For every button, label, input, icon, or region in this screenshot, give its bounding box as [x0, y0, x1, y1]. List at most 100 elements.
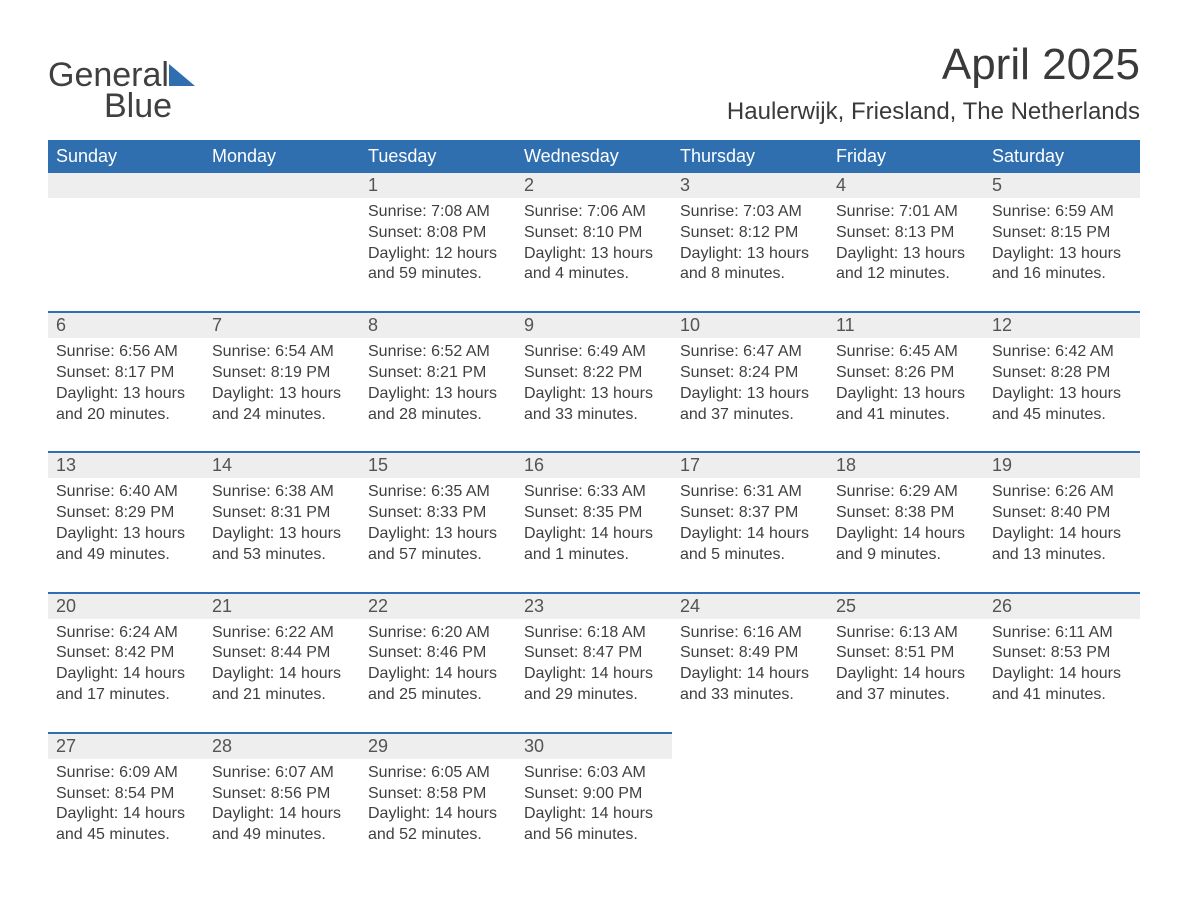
- day-info: Sunrise: 6:33 AMSunset: 8:35 PMDaylight:…: [524, 482, 664, 565]
- day-info: Sunrise: 6:45 AMSunset: 8:26 PMDaylight:…: [836, 342, 976, 425]
- calendar-cell: 22 Sunrise: 6:20 AMSunset: 8:46 PMDayligh…: [360, 592, 516, 732]
- calendar-cell: 9 Sunrise: 6:49 AMSunset: 8:22 PMDaylight…: [516, 311, 672, 451]
- day-number: 12: [984, 311, 1140, 338]
- calendar-body: 1 Sunrise: 7:08 AMSunset: 8:08 PMDaylight…: [48, 173, 1140, 872]
- weekday-header: Thursday: [672, 140, 828, 173]
- calendar-cell: 26 Sunrise: 6:11 AMSunset: 8:53 PMDayligh…: [984, 592, 1140, 732]
- day-info: Sunrise: 6:09 AMSunset: 8:54 PMDaylight:…: [56, 763, 196, 846]
- day-info: Sunrise: 6:52 AMSunset: 8:21 PMDaylight:…: [368, 342, 508, 425]
- weekday-header-row: SundayMondayTuesdayWednesdayThursdayFrid…: [48, 140, 1140, 173]
- calendar-cell: 16 Sunrise: 6:33 AMSunset: 8:35 PMDayligh…: [516, 451, 672, 591]
- page-title: April 2025: [727, 40, 1140, 90]
- calendar-table: SundayMondayTuesdayWednesdayThursdayFrid…: [48, 140, 1140, 872]
- calendar-cell: 17 Sunrise: 6:31 AMSunset: 8:37 PMDayligh…: [672, 451, 828, 591]
- day-info: Sunrise: 6:11 AMSunset: 8:53 PMDaylight:…: [992, 623, 1132, 706]
- calendar-cell: 11Sunrise: 6:45 AMSunset: 8:26 PMDayligh…: [828, 311, 984, 451]
- calendar-cell: 7 Sunrise: 6:54 AMSunset: 8:19 PMDaylight…: [204, 311, 360, 451]
- day-number: 2: [516, 173, 672, 198]
- day-number: 9: [516, 311, 672, 338]
- calendar-cell: [672, 732, 828, 872]
- calendar-cell: 21Sunrise: 6:22 AMSunset: 8:44 PMDayligh…: [204, 592, 360, 732]
- calendar-cell: [828, 732, 984, 872]
- calendar-cell: 4Sunrise: 7:01 AMSunset: 8:13 PMDaylight…: [828, 173, 984, 311]
- day-info: Sunrise: 6:49 AMSunset: 8:22 PMDaylight:…: [524, 342, 664, 425]
- calendar-week-row: 1 Sunrise: 7:08 AMSunset: 8:08 PMDaylight…: [48, 173, 1140, 311]
- weekday-header: Friday: [828, 140, 984, 173]
- calendar-cell: 29 Sunrise: 6:05 AMSunset: 8:58 PMDayligh…: [360, 732, 516, 872]
- calendar-cell: 24Sunrise: 6:16 AMSunset: 8:49 PMDayligh…: [672, 592, 828, 732]
- day-info: Sunrise: 6:40 AMSunset: 8:29 PMDaylight:…: [56, 482, 196, 565]
- calendar-cell: 20Sunrise: 6:24 AMSunset: 8:42 PMDayligh…: [48, 592, 204, 732]
- day-number: 8: [360, 311, 516, 338]
- calendar-cell: 30 Sunrise: 6:03 AMSunset: 9:00 PMDayligh…: [516, 732, 672, 872]
- calendar-cell: 27Sunrise: 6:09 AMSunset: 8:54 PMDayligh…: [48, 732, 204, 872]
- day-info: Sunrise: 6:18 AMSunset: 8:47 PMDaylight:…: [524, 623, 664, 706]
- day-number: 26: [984, 592, 1140, 619]
- logo: General Blue: [48, 40, 195, 122]
- day-info: Sunrise: 6:26 AMSunset: 8:40 PMDaylight:…: [992, 482, 1132, 565]
- day-number: 1: [360, 173, 516, 198]
- calendar-week-row: 6Sunrise: 6:56 AMSunset: 8:17 PMDaylight…: [48, 311, 1140, 451]
- calendar-cell: 13Sunrise: 6:40 AMSunset: 8:29 PMDayligh…: [48, 451, 204, 591]
- calendar-cell: 5Sunrise: 6:59 AMSunset: 8:15 PMDaylight…: [984, 173, 1140, 311]
- calendar-week-row: 20Sunrise: 6:24 AMSunset: 8:42 PMDayligh…: [48, 592, 1140, 732]
- calendar-cell: [984, 732, 1140, 872]
- day-number: 22: [360, 592, 516, 619]
- day-number: 10: [672, 311, 828, 338]
- calendar-cell: 2 Sunrise: 7:06 AMSunset: 8:10 PMDaylight…: [516, 173, 672, 311]
- day-number: 16: [516, 451, 672, 478]
- day-info: Sunrise: 6:20 AMSunset: 8:46 PMDaylight:…: [368, 623, 508, 706]
- calendar-cell: 12Sunrise: 6:42 AMSunset: 8:28 PMDayligh…: [984, 311, 1140, 451]
- calendar-cell: 23Sunrise: 6:18 AMSunset: 8:47 PMDayligh…: [516, 592, 672, 732]
- day-number: 19: [984, 451, 1140, 478]
- day-number: 30: [516, 732, 672, 759]
- calendar-cell: 6Sunrise: 6:56 AMSunset: 8:17 PMDaylight…: [48, 311, 204, 451]
- calendar-cell: 10 Sunrise: 6:47 AMSunset: 8:24 PMDayligh…: [672, 311, 828, 451]
- day-number: 4: [828, 173, 984, 198]
- day-info: Sunrise: 6:29 AMSunset: 8:38 PMDaylight:…: [836, 482, 976, 565]
- day-info: Sunrise: 6:38 AMSunset: 8:31 PMDaylight:…: [212, 482, 352, 565]
- title-block: April 2025 Haulerwijk, Friesland, The Ne…: [727, 40, 1140, 126]
- calendar-cell: 15Sunrise: 6:35 AMSunset: 8:33 PMDayligh…: [360, 451, 516, 591]
- calendar-cell: [204, 173, 360, 311]
- logo-triangle-icon: [169, 64, 195, 86]
- weekday-header: Saturday: [984, 140, 1140, 173]
- calendar-cell: 14Sunrise: 6:38 AMSunset: 8:31 PMDayligh…: [204, 451, 360, 591]
- weekday-header: Monday: [204, 140, 360, 173]
- day-info: Sunrise: 7:08 AMSunset: 8:08 PMDaylight:…: [368, 202, 508, 285]
- day-number: 18: [828, 451, 984, 478]
- calendar-cell: [48, 173, 204, 311]
- logo-word-blue: Blue: [48, 87, 172, 125]
- calendar-cell: 28 Sunrise: 6:07 AMSunset: 8:56 PMDayligh…: [204, 732, 360, 872]
- calendar-cell: 19 Sunrise: 6:26 AMSunset: 8:40 PMDayligh…: [984, 451, 1140, 591]
- calendar-cell: 3Sunrise: 7:03 AMSunset: 8:12 PMDaylight…: [672, 173, 828, 311]
- day-info: Sunrise: 6:13 AMSunset: 8:51 PMDaylight:…: [836, 623, 976, 706]
- day-info: Sunrise: 7:03 AMSunset: 8:12 PMDaylight:…: [680, 202, 820, 285]
- day-info: Sunrise: 6:24 AMSunset: 8:42 PMDaylight:…: [56, 623, 196, 706]
- day-number: 24: [672, 592, 828, 619]
- calendar-week-row: 13Sunrise: 6:40 AMSunset: 8:29 PMDayligh…: [48, 451, 1140, 591]
- header: General Blue April 2025 Haulerwijk, Frie…: [48, 40, 1140, 126]
- day-number: 29: [360, 732, 516, 759]
- day-info: Sunrise: 6:35 AMSunset: 8:33 PMDaylight:…: [368, 482, 508, 565]
- day-info: Sunrise: 6:05 AMSunset: 8:58 PMDaylight:…: [368, 763, 508, 846]
- calendar-week-row: 27Sunrise: 6:09 AMSunset: 8:54 PMDayligh…: [48, 732, 1140, 872]
- weekday-header: Wednesday: [516, 140, 672, 173]
- day-info: Sunrise: 6:31 AMSunset: 8:37 PMDaylight:…: [680, 482, 820, 565]
- day-number: 7: [204, 311, 360, 338]
- calendar-cell: 25 Sunrise: 6:13 AMSunset: 8:51 PMDayligh…: [828, 592, 984, 732]
- logo-text: General Blue: [48, 60, 195, 122]
- day-number: 17: [672, 451, 828, 478]
- day-info: Sunrise: 6:59 AMSunset: 8:15 PMDaylight:…: [992, 202, 1132, 285]
- day-info: Sunrise: 6:03 AMSunset: 9:00 PMDaylight:…: [524, 763, 664, 846]
- day-info: Sunrise: 6:07 AMSunset: 8:56 PMDaylight:…: [212, 763, 352, 846]
- day-number: 6: [48, 311, 204, 338]
- day-number-empty: [48, 173, 204, 198]
- calendar-cell: 8 Sunrise: 6:52 AMSunset: 8:21 PMDaylight…: [360, 311, 516, 451]
- day-info: Sunrise: 6:47 AMSunset: 8:24 PMDaylight:…: [680, 342, 820, 425]
- day-number: 25: [828, 592, 984, 619]
- day-number: 28: [204, 732, 360, 759]
- weekday-header: Sunday: [48, 140, 204, 173]
- day-info: Sunrise: 6:54 AMSunset: 8:19 PMDaylight:…: [212, 342, 352, 425]
- day-info: Sunrise: 7:06 AMSunset: 8:10 PMDaylight:…: [524, 202, 664, 285]
